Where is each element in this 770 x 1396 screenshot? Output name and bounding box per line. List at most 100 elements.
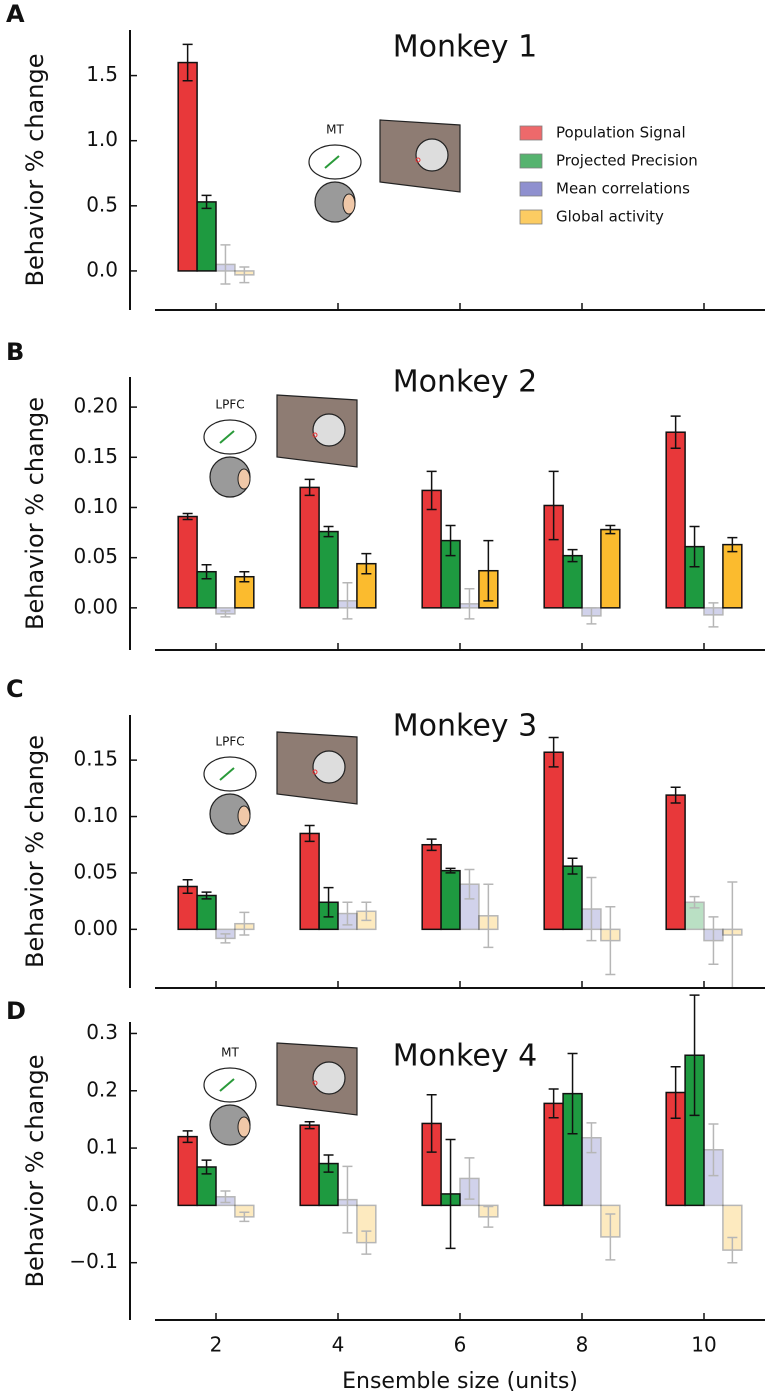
error-bar: [670, 415, 681, 450]
bar-group: [318, 1154, 339, 1207]
brain-arrow: [219, 430, 235, 444]
bar: [600, 528, 621, 609]
error-bar: [464, 1157, 475, 1200]
bar-group: [684, 895, 705, 931]
error-bar: [361, 901, 372, 922]
x-tick-label: 6: [454, 1333, 467, 1357]
bar: [356, 1204, 377, 1244]
bar-group: [177, 43, 198, 272]
bar: [299, 1124, 320, 1207]
bar-group: [234, 570, 255, 609]
error-bar: [727, 536, 738, 553]
bar: [234, 922, 255, 931]
error-bar: [548, 736, 559, 768]
error-bar: [239, 266, 250, 284]
brain-icon: [203, 756, 257, 792]
bar: [177, 1135, 198, 1207]
bar-group: [600, 906, 621, 976]
bar-group: [665, 1065, 686, 1207]
brain-icon: [308, 144, 362, 180]
bar: [665, 794, 686, 931]
face-icon: [237, 468, 251, 490]
bar: [478, 1204, 499, 1218]
error-bar: [426, 470, 437, 511]
inset-label: LPFC: [215, 398, 244, 412]
bar: [356, 910, 377, 931]
error-bar: [304, 478, 315, 497]
bar: [543, 751, 564, 931]
bar-group: [318, 886, 339, 931]
panel-letter: A: [6, 0, 25, 28]
error-bar: [708, 916, 719, 966]
error-bar: [586, 876, 597, 942]
bar: [581, 908, 602, 931]
bar-group: [600, 524, 621, 609]
legend-label: Population Signal: [556, 124, 686, 142]
y-tick-label: 0.15: [73, 444, 118, 468]
bar-group: [299, 478, 320, 609]
bar-group: [356, 552, 377, 609]
chart-title: Monkey 1: [393, 30, 537, 65]
error-bar: [239, 1211, 250, 1223]
bar-group: [703, 1123, 724, 1207]
bar: [703, 928, 724, 942]
y-tick-label: 0.0: [86, 257, 118, 281]
bar: [177, 515, 198, 609]
y-tick-label: 0.3: [86, 1020, 118, 1044]
y-axis-label: Behavior % change: [21, 54, 49, 287]
bar: [722, 928, 743, 936]
chart-title: Monkey 4: [393, 1039, 537, 1074]
error-bar: [426, 838, 437, 852]
y-tick-label: 1.0: [86, 127, 118, 151]
error-bar: [220, 610, 231, 618]
bar-group: [234, 1204, 255, 1223]
brain-arrow: [324, 155, 340, 169]
y-tick-label: 0.05: [73, 859, 118, 883]
error-bar: [201, 1159, 212, 1175]
error-bar: [708, 1123, 719, 1177]
brain-arrow: [219, 1078, 235, 1092]
legend-swatch: [519, 181, 543, 197]
legend-swatch: [519, 153, 543, 169]
error-bar: [182, 512, 193, 521]
bar-group: [196, 891, 217, 931]
fixation-icon: [415, 157, 421, 163]
x-tick-label: 8: [576, 1333, 589, 1357]
error-bar: [464, 588, 475, 620]
bar-group: [234, 266, 255, 284]
bar: [196, 201, 217, 272]
error-bar: [567, 548, 578, 563]
legend-label: Projected Precision: [556, 152, 698, 170]
bar-group: [684, 994, 705, 1207]
error-bar: [483, 883, 494, 949]
error-bar: [201, 194, 212, 210]
bar: [722, 1204, 743, 1251]
error-bar: [361, 1230, 372, 1255]
stimulus-icon: [415, 138, 449, 172]
bar-group: [177, 1130, 198, 1207]
bar-group: [562, 857, 583, 931]
error-bar: [689, 994, 700, 1117]
error-bar: [304, 1120, 315, 1130]
error-bar: [548, 1088, 559, 1119]
y-tick-label: 0.1: [86, 1135, 118, 1159]
bar-group: [478, 1204, 499, 1228]
y-tick-label: 0.10: [73, 803, 118, 827]
error-bar: [605, 906, 616, 976]
y-tick-label: 0.5: [86, 192, 118, 216]
bar: [337, 912, 358, 931]
error-bar: [605, 1213, 616, 1261]
x-axis-label: Ensemble size (units): [342, 1369, 578, 1394]
bar: [703, 607, 724, 616]
y-tick-label: 0.00: [73, 916, 118, 940]
bar-group: [337, 582, 358, 620]
bar-group: [440, 1138, 461, 1250]
bar-group: [234, 911, 255, 936]
bar-group: [215, 1190, 236, 1207]
bar-group: [215, 607, 236, 618]
bar: [600, 1204, 621, 1238]
error-bar: [586, 607, 597, 625]
y-axis-label: Behavior % change: [21, 1055, 49, 1288]
bar-group: [421, 1094, 442, 1207]
brain-icon: [203, 1067, 257, 1103]
